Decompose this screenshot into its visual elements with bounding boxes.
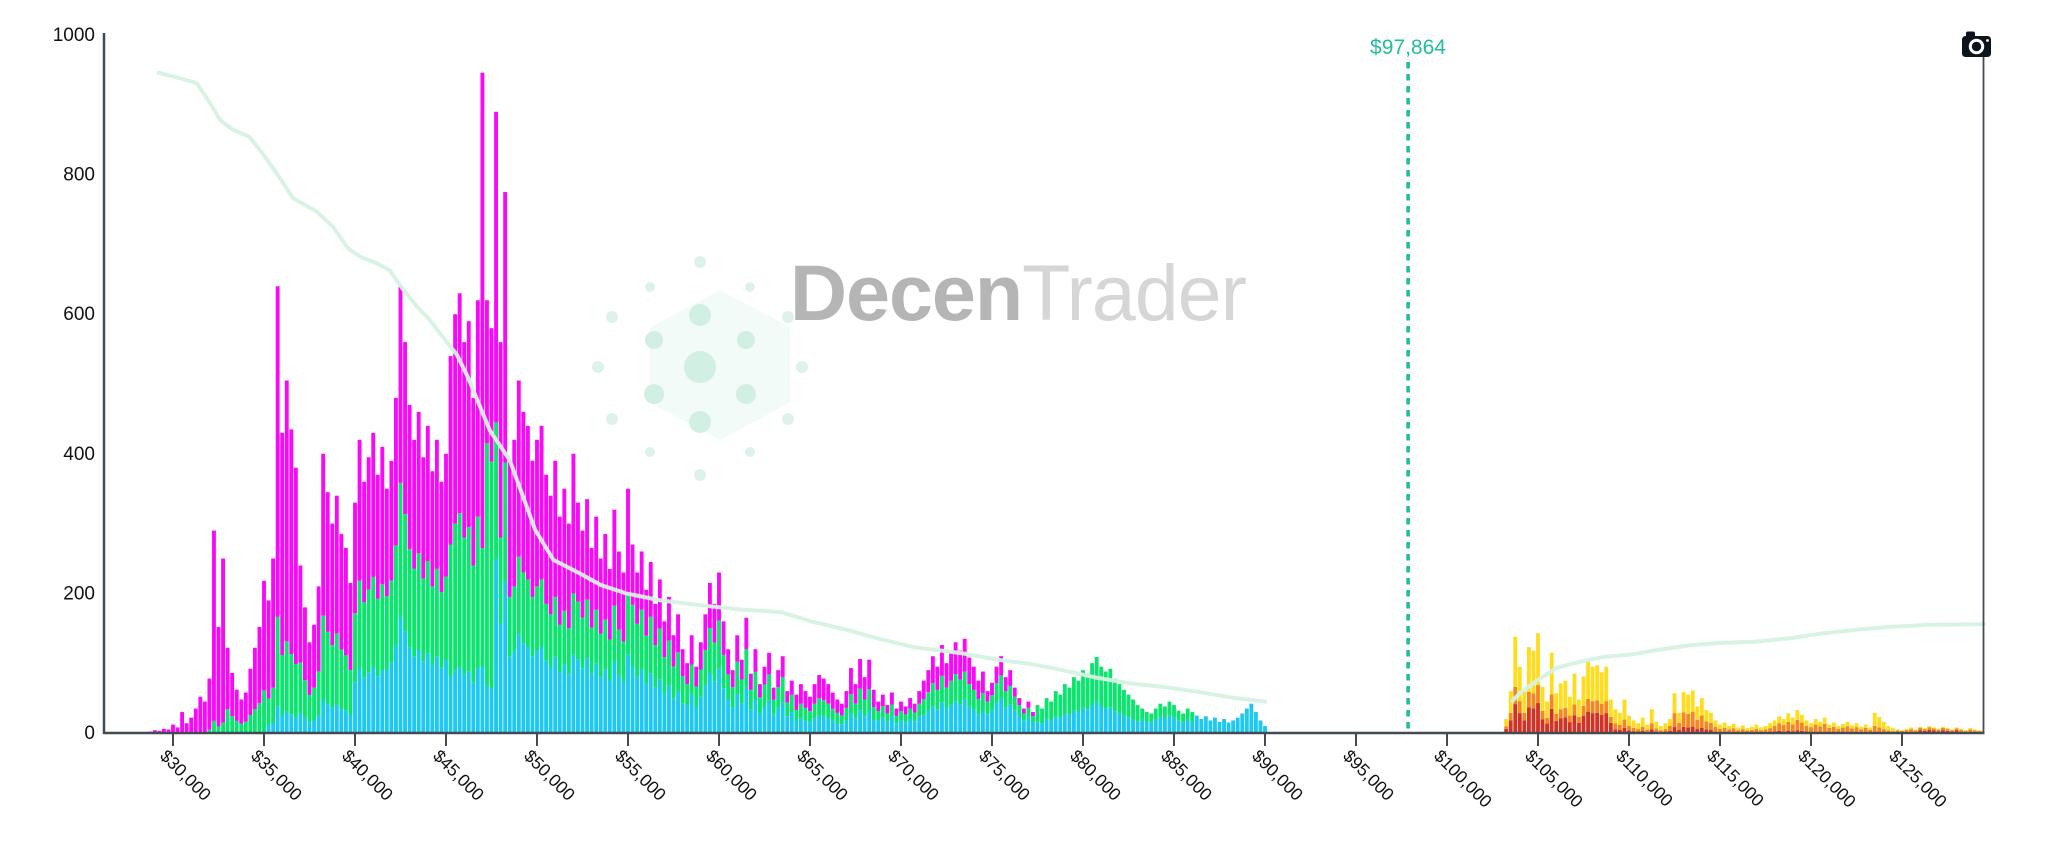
x-tick-label: $50,000 xyxy=(520,746,579,805)
x-tick-label: $100,000 xyxy=(1430,746,1496,812)
x-tick-label: $80,000 xyxy=(1066,746,1125,805)
x-tick-label: $115,000 xyxy=(1703,746,1768,811)
x-tick-label: $35,000 xyxy=(247,746,306,805)
cumulative-line-below xyxy=(156,70,1267,704)
x-tick-label: $30,000 xyxy=(156,746,215,805)
y-tick-label: 600 xyxy=(63,304,95,325)
camera-button[interactable] xyxy=(1960,29,1994,59)
y-tick-label: 0 xyxy=(84,723,95,744)
x-tick-label: $95,000 xyxy=(1339,746,1398,805)
y-tick-label: 400 xyxy=(63,444,95,465)
bars-above-current-price xyxy=(1504,633,1984,733)
x-tick-label: $125,000 xyxy=(1885,746,1951,812)
x-tick-label: $75,000 xyxy=(975,746,1034,805)
x-tick-label: $45,000 xyxy=(429,746,488,805)
cumulative-line-above xyxy=(1510,622,1986,703)
y-tick-label: 200 xyxy=(63,583,95,604)
x-tick-label: $90,000 xyxy=(1248,746,1307,805)
y-tick-label: 800 xyxy=(63,165,95,186)
bars-below-current-price xyxy=(148,72,1267,733)
camera-icon xyxy=(1962,31,1991,57)
current-price-label: $97,864 xyxy=(1370,36,1446,59)
x-tick-label: $120,000 xyxy=(1794,746,1860,812)
x-tick-label: $70,000 xyxy=(884,746,943,805)
x-tick-label: $65,000 xyxy=(793,746,852,805)
x-tick-label: $55,000 xyxy=(611,746,670,805)
x-tick-label: $110,000 xyxy=(1612,746,1677,811)
x-tick-label: $60,000 xyxy=(702,746,761,805)
x-tick-label: $105,000 xyxy=(1521,746,1587,812)
x-tick-label: $85,000 xyxy=(1157,746,1216,805)
x-tick-label: $40,000 xyxy=(338,746,397,805)
y-tick-label: 1000 xyxy=(53,25,95,46)
